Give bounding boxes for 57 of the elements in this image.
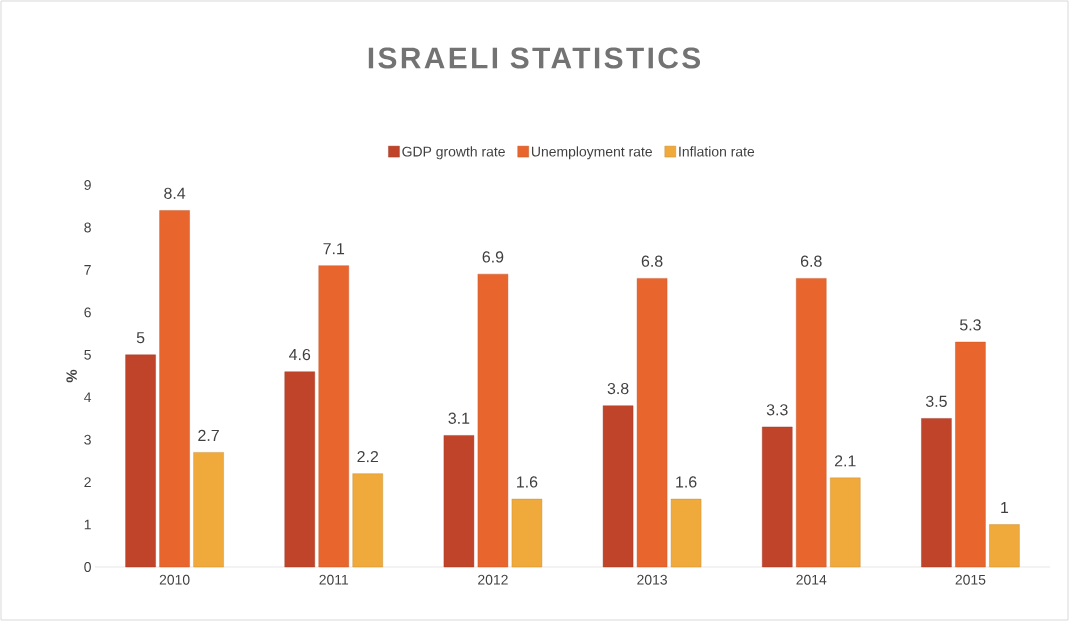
y-tick-label: 3 bbox=[84, 434, 91, 445]
x-tick-label: 2010 bbox=[159, 574, 190, 585]
y-tick-label: 5 bbox=[84, 349, 91, 360]
y-tick-label: 8 bbox=[84, 222, 91, 233]
bar bbox=[159, 210, 190, 568]
bar bbox=[193, 452, 224, 568]
bar bbox=[955, 341, 986, 568]
data-label: 3.5 bbox=[925, 395, 947, 407]
bar bbox=[670, 498, 702, 568]
x-tick-label: 2011 bbox=[319, 574, 349, 585]
bar bbox=[284, 371, 315, 568]
data-label: 6.8 bbox=[641, 255, 663, 267]
bar bbox=[636, 278, 668, 568]
y-tick-label: 2 bbox=[84, 477, 91, 487]
x-tick-label: 2012 bbox=[478, 574, 508, 585]
data-label: 2.7 bbox=[198, 429, 219, 441]
data-label: 6.8 bbox=[800, 255, 822, 267]
bar bbox=[443, 435, 475, 568]
data-label: 3.3 bbox=[766, 404, 788, 416]
bar bbox=[762, 426, 793, 568]
chart-title: ISRAELI STATISTICS bbox=[368, 47, 701, 69]
data-label: 4.6 bbox=[289, 348, 311, 361]
data-label: 5.3 bbox=[959, 319, 981, 331]
y-tick-label: 1 bbox=[84, 519, 91, 530]
data-label: 3.8 bbox=[607, 382, 629, 395]
y-tick-label: 4 bbox=[84, 392, 92, 403]
data-label: 2.2 bbox=[357, 450, 379, 463]
y-tick-label: 6 bbox=[84, 307, 91, 318]
data-label: 3.1 bbox=[448, 412, 470, 424]
data-label: 7.1 bbox=[323, 243, 345, 255]
data-label: 2.1 bbox=[834, 455, 856, 467]
bar bbox=[125, 354, 156, 568]
bar bbox=[477, 273, 509, 568]
y-tick-label: 0 bbox=[84, 562, 91, 572]
y-tick-label: 7 bbox=[84, 265, 91, 275]
y-tick-label: 9 bbox=[84, 180, 91, 190]
bar bbox=[796, 278, 827, 568]
bar bbox=[921, 418, 952, 568]
bar bbox=[318, 265, 349, 568]
y-axis-title: % bbox=[66, 369, 77, 383]
legend-label: Unemployment rate bbox=[531, 146, 652, 160]
bar bbox=[352, 473, 383, 568]
data-label: 6.9 bbox=[482, 251, 504, 263]
x-tick-label: 2013 bbox=[637, 574, 667, 585]
data-label: 1 bbox=[1001, 502, 1009, 514]
bar bbox=[511, 498, 543, 568]
data-label: 1.6 bbox=[517, 476, 538, 488]
bar bbox=[602, 405, 634, 568]
data-label: 5 bbox=[136, 332, 145, 344]
data-label: 8.4 bbox=[164, 187, 186, 199]
x-tick-label: 2015 bbox=[955, 574, 986, 585]
legend-label: Inflation rate bbox=[679, 146, 755, 157]
data-label: 1.6 bbox=[676, 476, 697, 488]
legend-label: GDP growth rate bbox=[402, 146, 505, 160]
bar bbox=[830, 477, 861, 568]
x-tick-label: 2014 bbox=[796, 574, 827, 585]
bar bbox=[989, 524, 1020, 568]
